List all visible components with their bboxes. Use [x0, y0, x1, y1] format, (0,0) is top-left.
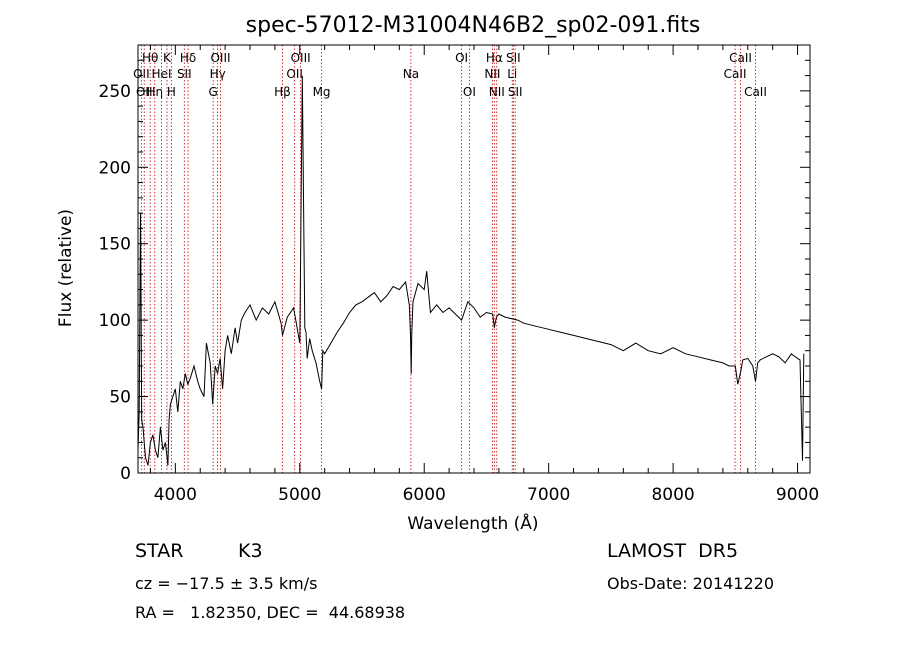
line-marker-label-8: Hδ — [180, 51, 196, 65]
line-marker-label-23: SII — [506, 51, 521, 65]
line-marker-label-25: CaII — [724, 67, 747, 81]
line-marker-label-0: OII — [133, 67, 150, 81]
line-marker-label-9: G — [209, 85, 218, 99]
obs-date: Obs-Date: 20141220 — [607, 574, 775, 593]
line-marker-label-7: SII — [177, 67, 192, 81]
x-tick-label-8000: 8000 — [651, 485, 694, 505]
object-class: STAR — [135, 540, 184, 562]
line-marker-label-6: H — [167, 85, 176, 99]
x-tick-label-6000: 6000 — [403, 485, 446, 505]
line-marker-label-20: Hα — [486, 51, 503, 65]
spectrum-line — [137, 75, 805, 466]
y-tick-label-0: 0 — [120, 464, 131, 484]
x-axis-label: Wavelength (Å) — [407, 512, 538, 534]
line-marker-label-27: CaII — [744, 85, 767, 99]
line-marker-label-15: Mg — [313, 85, 331, 99]
x-tick-label-5000: 5000 — [278, 485, 321, 505]
x-axis: 4000 5000 6000 7000 8000 9000 — [149, 45, 819, 505]
line-marker-label-16: Na — [403, 67, 419, 81]
line-markers: OIIOIIHθHηHeIKHSIIHδGHγOIIIHβOIIOIIIMgNa… — [133, 45, 767, 473]
line-marker-label-5: K — [163, 51, 172, 65]
x-tick-label-4000: 4000 — [154, 485, 197, 505]
line-marker-label-26: CaII — [729, 51, 752, 65]
plot-frame — [137, 44, 811, 474]
spectrum-series — [137, 75, 805, 466]
line-marker-label-2: Hθ — [142, 51, 158, 65]
line-marker-label-14: OIII — [291, 51, 311, 65]
line-marker-label-4: HeI — [152, 67, 172, 81]
line-marker-label-1: OII — [136, 85, 153, 99]
y-tick-label-250: 250 — [99, 82, 131, 102]
y-tick-label-50: 50 — [109, 388, 131, 408]
line-marker-label-22: Li — [507, 67, 517, 81]
line-marker-label-17: OI — [455, 51, 468, 65]
y-axis-label: Flux (relative) — [56, 209, 76, 327]
line-marker-label-19: NII — [484, 67, 500, 81]
line-marker-label-13: OII — [286, 67, 303, 81]
line-marker-label-11: OIII — [210, 51, 230, 65]
x-tick-label-9000: 9000 — [776, 485, 819, 505]
y-axis: 0 50 100 150 200 250 — [99, 59, 810, 484]
chart-title: spec-57012-M31004N46B2_sp02-091.fits — [246, 13, 701, 38]
y-tick-label-100: 100 — [99, 311, 131, 331]
line-marker-label-12: Hβ — [274, 85, 291, 99]
line-marker-label-18: OI — [463, 85, 476, 99]
line-marker-label-24: SII — [508, 85, 523, 99]
redshift-cz: cz = −17.5 ± 3.5 km/s — [135, 574, 318, 593]
ra-dec: RA = 1.82350, DEC = 44.68938 — [135, 603, 406, 622]
survey-label: LAMOST DR5 — [607, 540, 739, 562]
line-marker-label-21: NII — [489, 85, 505, 99]
object-subclass: K3 — [238, 540, 263, 562]
line-marker-label-3: Hη — [146, 85, 163, 99]
x-tick-label-7000: 7000 — [527, 485, 570, 505]
y-tick-label-150: 150 — [99, 235, 131, 255]
y-tick-label-200: 200 — [99, 158, 131, 178]
line-marker-label-10: Hγ — [210, 67, 226, 81]
